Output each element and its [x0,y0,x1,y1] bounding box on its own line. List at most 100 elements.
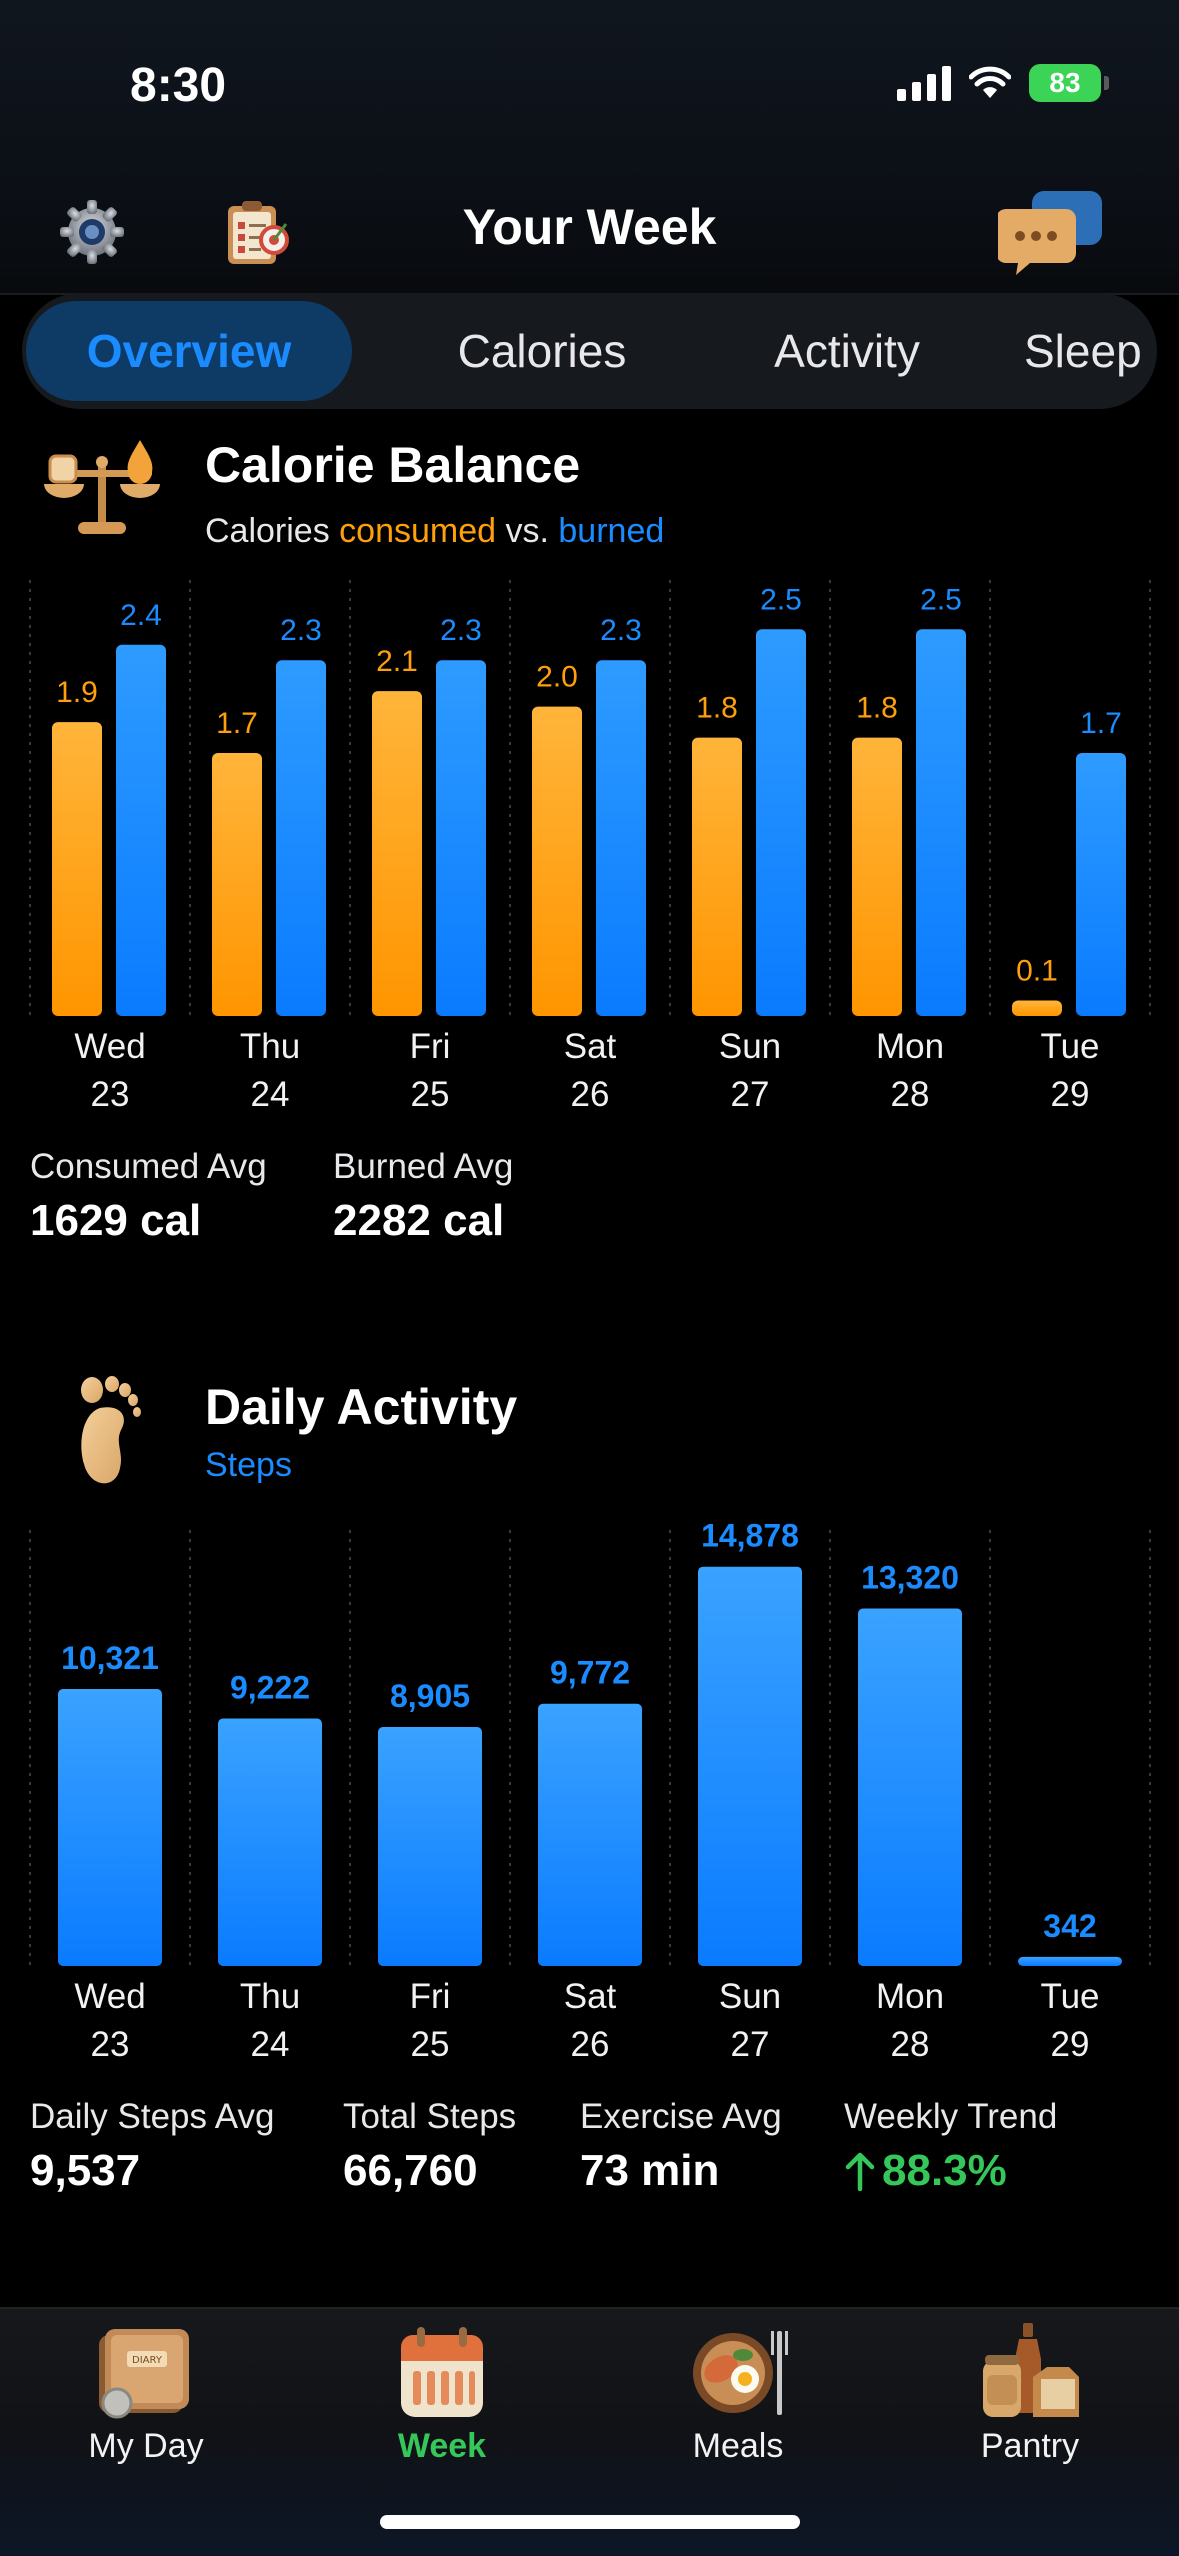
data-label-steps: 10,321 [61,1640,159,1676]
jars-icon [983,2323,1079,2417]
consumed-avg-label: Consumed Avg [30,1147,267,1186]
tab-calories[interactable]: Calories [457,325,627,377]
tick-label-day: Mon [876,1027,944,1066]
tick-label-day: Sun [719,1027,781,1066]
segment-tabs: Overview Calories Activity Sleep [22,293,1157,409]
tick-label-date: 28 [891,2025,930,2064]
calorie-balance-title: Calorie Balance [205,437,581,493]
daily-steps-avg-label: Daily Steps Avg [30,2097,275,2136]
settings-button[interactable] [52,192,132,272]
data-label-steps: 14,878 [701,1518,799,1554]
data-label-consumed: 1.8 [856,692,898,725]
tabbar-label-my-day: My Day [88,2427,204,2465]
status-time: 8:30 [130,59,227,112]
tabbar-item-pantry[interactable]: Pantry [900,2309,1160,2509]
tick-label-date: 25 [411,1075,450,1114]
data-label-steps: 13,320 [861,1560,959,1596]
tick-label-date: 28 [891,1075,930,1114]
data-label-burned: 1.7 [1080,707,1122,740]
bar-consumed [532,706,582,1016]
tick-label-day: Thu [240,1977,300,2016]
subtitle-burned: burned [558,512,665,550]
tabbar-label-week: Week [397,2427,487,2465]
bar-steps [378,1727,482,1966]
tick-label-date: 26 [571,2025,610,2064]
wifi-icon [969,66,1011,98]
calendar-icon [401,2327,483,2417]
home-indicator [380,2515,800,2529]
gear-icon [60,200,124,264]
bar-steps [858,1608,962,1966]
tab-activity[interactable]: Activity [774,325,920,377]
bar-burned [276,660,326,1016]
data-label-burned: 2.3 [440,614,482,647]
tab-bar: DIARY My Day Week Meals [0,2307,1179,2556]
subtitle-prefix: Calories [205,512,340,550]
tick-label-date: 24 [251,2025,290,2064]
total-steps-value: 66,760 [343,2146,478,2195]
data-label-burned: 2.5 [760,583,802,616]
calorie-balance-subtitle: Calories consumed vs. burned [205,512,664,551]
daily-steps-avg-value: 9,537 [30,2146,141,2195]
weekly-trend-value: 88.3% [882,2146,1007,2195]
chat-button[interactable] [998,191,1108,275]
tick-label-day: Thu [240,1027,300,1066]
tick-label-day: Sun [719,1977,781,2016]
burned-avg-value: 2282 cal [333,1196,505,1245]
tick-label-day: Tue [1040,1027,1099,1066]
tabbar-item-my-day[interactable]: DIARY My Day [16,2309,276,2509]
svg-text:DIARY: DIARY [132,2355,163,2366]
bar-steps [58,1688,162,1966]
tick-label-day: Fri [410,1027,451,1066]
goals-clipboard-icon [228,201,289,264]
tab-overview[interactable]: Overview [26,301,352,401]
subtitle-vs: vs. [496,512,559,550]
diary-icon: DIARY [99,2329,189,2419]
data-label-steps: 8,905 [390,1678,470,1714]
bar-burned [916,629,966,1016]
tabbar-item-meals[interactable]: Meals [608,2309,868,2509]
cellular-signal-icon [897,65,951,101]
data-label-consumed: 1.8 [696,692,738,725]
burned-avg-label: Burned Avg [333,1147,514,1186]
tick-label-day: Sat [564,1977,617,2016]
bar-consumed [692,737,742,1016]
data-label-consumed: 2.1 [376,645,418,678]
tabbar-label-meals: Meals [692,2427,784,2465]
tick-label-date: 23 [91,1075,130,1114]
tick-label-date: 29 [1051,1075,1090,1114]
bar-consumed [52,722,102,1016]
data-label-burned: 2.3 [280,614,322,647]
bar-burned [756,629,806,1016]
tabbar-label-pantry: Pantry [980,2427,1080,2465]
tabbar-item-week[interactable]: Week [312,2309,572,2509]
bar-consumed [1012,1000,1062,1016]
chat-bubble-icon [998,191,1102,275]
header-background [0,0,1179,295]
status-icons: 83 [897,64,1109,102]
tab-sleep[interactable]: Sleep [1024,325,1142,377]
data-label-consumed: 1.7 [216,707,258,740]
tick-label-day: Wed [74,1977,145,2016]
tick-label-day: Fri [410,1977,451,2016]
data-label-consumed: 1.9 [56,676,98,709]
daily-activity-subtitle: Steps [205,1446,292,1484]
status-bar: 8:30 83 [0,0,1179,170]
battery-icon: 83 [1029,64,1109,102]
tick-label-date: 23 [91,2025,130,2064]
scale-icon [44,440,160,534]
tick-label-day: Sat [564,1027,617,1066]
goals-button[interactable] [216,192,296,272]
exercise-avg-label: Exercise Avg [580,2097,782,2136]
data-label-burned: 2.5 [920,583,962,616]
tick-label-day: Wed [74,1027,145,1066]
data-label-steps: 342 [1043,1908,1096,1944]
tick-label-date: 26 [571,1075,610,1114]
bar-consumed [852,737,902,1016]
tick-label-date: 24 [251,1075,290,1114]
bar-burned [596,660,646,1016]
bar-consumed [212,753,262,1016]
tick-label-date: 25 [411,2025,450,2064]
tick-label-day: Tue [1040,1977,1099,2016]
bar-burned [436,660,486,1016]
